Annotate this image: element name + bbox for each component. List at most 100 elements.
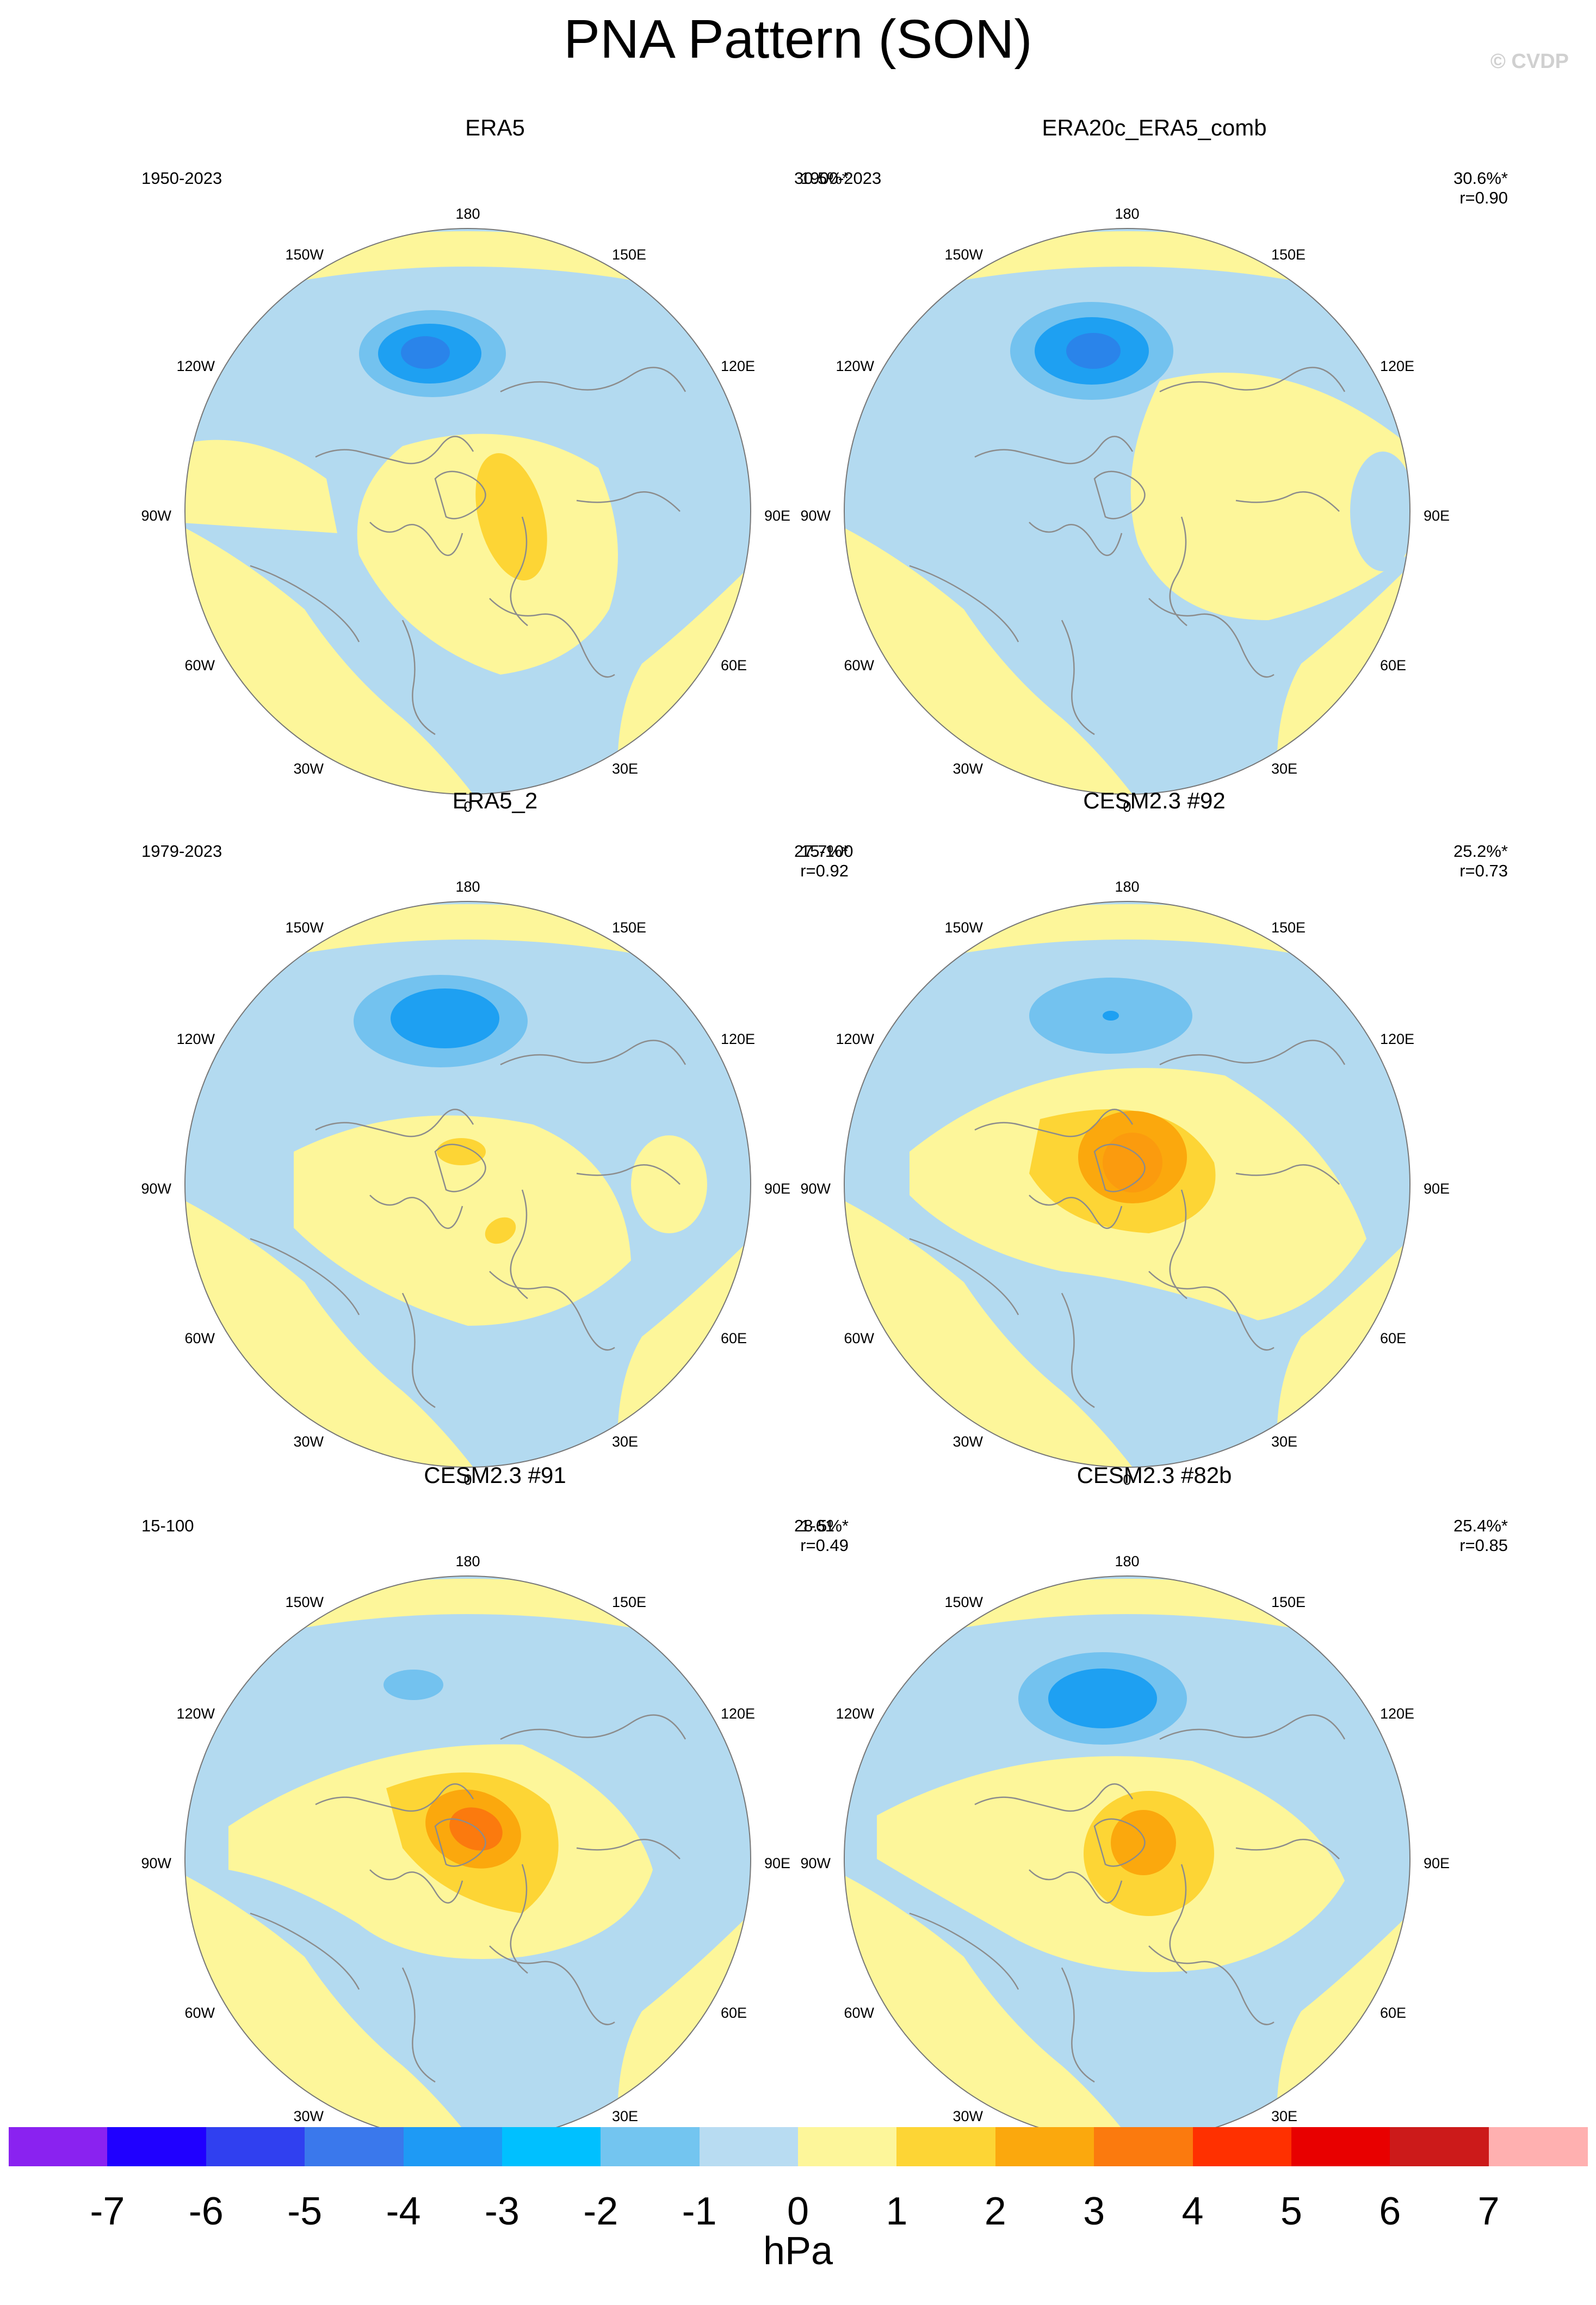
colorbar <box>9 2127 1588 2166</box>
coastline <box>1169 516 1187 626</box>
longitude-label: 120W <box>836 1705 874 1722</box>
main-title: PNA Pattern (SON) <box>564 9 1032 70</box>
coastline <box>401 620 436 736</box>
coastline <box>434 471 486 520</box>
coastline <box>1029 1869 1123 1904</box>
longitude-label: 150W <box>285 246 324 263</box>
coastline <box>1169 1189 1187 1299</box>
colorbar-box <box>1192 2127 1292 2166</box>
panel-stats: 30.6%* r=0.90 <box>1366 169 1508 208</box>
coastline <box>1159 1714 1346 1740</box>
coastline <box>1061 1967 1095 2083</box>
coastline <box>500 1040 686 1066</box>
map-fill <box>185 901 751 1467</box>
colorbar-box <box>305 2127 404 2166</box>
colorbar-box <box>1390 2127 1489 2166</box>
map-panel-cesm23-92: CESM2.3 #92 15-100 25.2%* r=0.73 180 150E… <box>800 787 1508 1488</box>
coastline <box>1093 471 1146 520</box>
longitude-label: 150W <box>944 246 983 263</box>
map-fill <box>844 901 1410 1467</box>
anomaly-region <box>1350 452 1410 571</box>
coastline <box>576 1164 681 1185</box>
colorbar-tick-label: 2 <box>984 2190 1006 2233</box>
coastline <box>369 522 463 556</box>
longitude-label: 60W <box>184 1330 215 1346</box>
map-border <box>844 901 1411 1468</box>
longitude-label: 30E <box>612 2108 638 2124</box>
colorbar-tick-label: -5 <box>287 2190 323 2233</box>
longitude-label: 150W <box>944 1594 983 1610</box>
longitude-label: 90W <box>800 508 831 524</box>
anomaly-region <box>294 1115 631 1326</box>
longitude-label: 60E <box>721 1330 747 1346</box>
panel-variance-pct: 27.7%* <box>794 842 849 861</box>
longitude-label: 60E <box>1380 1330 1406 1346</box>
longitude-label: 0 <box>463 1472 472 1488</box>
panel-stats: 27.7%* r=0.92 <box>707 842 849 881</box>
longitude-label: 150E <box>612 246 646 263</box>
coastline <box>434 1144 486 1192</box>
coastline <box>489 1945 615 2025</box>
colorbar-box <box>896 2127 996 2166</box>
map-fill <box>844 1576 1410 2142</box>
longitude-label: 180 <box>455 1553 480 1569</box>
longitude-label: 0 <box>1123 1472 1131 1488</box>
positive-anomaly <box>485 1217 516 1244</box>
colorbar-box <box>9 2127 108 2166</box>
panel-variance-pct: 25.2%* <box>1453 842 1508 861</box>
credit-watermark: © CVDP <box>1490 50 1569 73</box>
coastline <box>909 1912 1019 1990</box>
coastline <box>1029 522 1123 556</box>
map-panel-cesm23-91: CESM2.3 #91 15-100 28.5%* r=0.49 180 150E… <box>141 1462 849 2162</box>
longitude-label: 120E <box>721 358 755 374</box>
coastline <box>369 1195 463 1229</box>
coastline <box>510 516 528 626</box>
colorbar-box <box>1291 2127 1391 2166</box>
colorbar-box <box>403 2127 503 2166</box>
longitude-label: 120E <box>721 1031 755 1047</box>
negative-anomaly <box>391 988 499 1048</box>
coastline <box>974 436 1134 465</box>
longitude-label: 30E <box>1271 2108 1297 2124</box>
longitude-label: 180 <box>1115 879 1139 895</box>
longitude-label: 180 <box>455 879 480 895</box>
coastline <box>1061 620 1095 736</box>
longitude-label: 120E <box>1380 1031 1414 1047</box>
coastline <box>1169 1864 1187 1974</box>
longitude-label: 90W <box>141 508 171 524</box>
positive-anomaly <box>475 453 547 580</box>
panel-period: 15-100 <box>801 842 853 861</box>
longitude-label: 120W <box>176 358 215 374</box>
longitude-label: 180 <box>1115 206 1139 222</box>
longitude-label: 0 <box>1123 799 1131 815</box>
coastline <box>1235 1164 1340 1185</box>
colorbar-tick-label: 1 <box>886 2190 908 2233</box>
longitude-label: 60W <box>844 2005 874 2021</box>
colorbar-tick-label: 7 <box>1477 2190 1500 2233</box>
longitude-label: 150W <box>285 919 324 936</box>
coastline <box>434 1818 486 1867</box>
longitude-label: 120E <box>721 1705 755 1722</box>
coastline <box>1093 1144 1146 1192</box>
colorbar-tick-label: 3 <box>1083 2190 1105 2233</box>
coastline <box>401 1293 436 1408</box>
coastline <box>1148 598 1275 678</box>
panel-title: CESM2.3 #82b <box>1077 1462 1232 1488</box>
longitude-label: 150E <box>612 1594 646 1610</box>
panel-variance-pct: 30.5%* <box>794 169 849 188</box>
map-panel-cesm23-82b: CESM2.3 #82b 1-61 25.4%* r=0.85 180 150E 1… <box>800 1462 1508 2162</box>
longitude-label: 120W <box>176 1705 215 1722</box>
longitude-label: 150E <box>1271 1594 1306 1610</box>
colorbar-tick-label: -4 <box>386 2190 421 2233</box>
longitude-label: 150E <box>612 919 646 936</box>
colorbar-tick-label: -6 <box>188 2190 224 2233</box>
longitude-label: 30W <box>952 2108 983 2124</box>
longitude-label: 30W <box>293 761 324 777</box>
panel-stats: 28.5%* r=0.49 <box>707 1516 849 1555</box>
coastline <box>401 1967 436 2083</box>
positive-anomaly <box>437 1138 486 1165</box>
coastline <box>510 1864 528 1974</box>
negative-anomaly <box>383 1670 443 1700</box>
negative-anomaly <box>1103 1011 1119 1021</box>
